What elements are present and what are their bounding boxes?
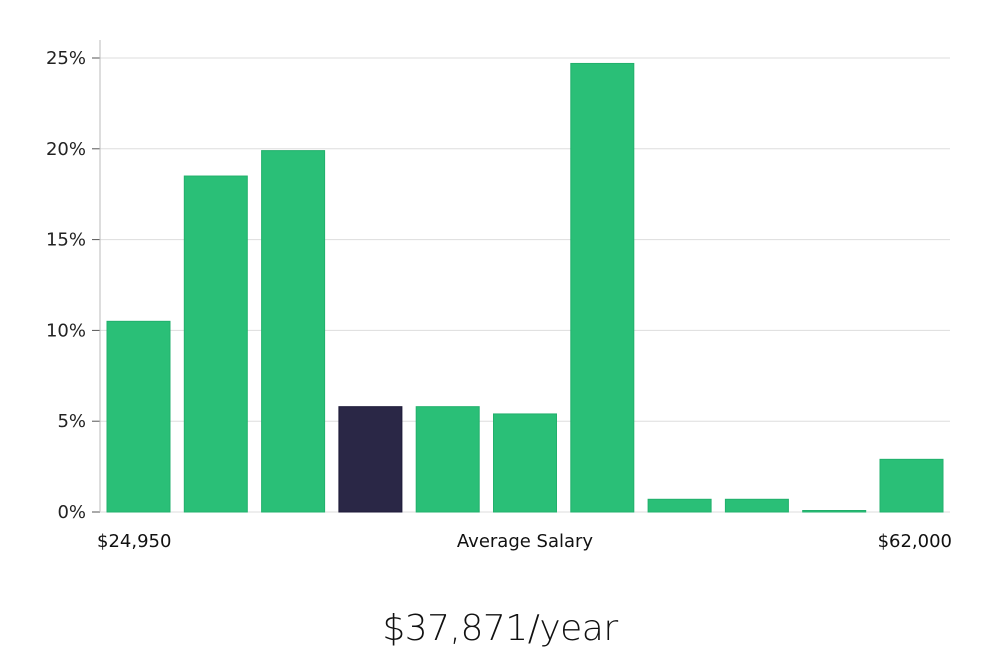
average-salary-summary: $37,871/year	[382, 608, 618, 649]
bars	[106, 62, 944, 513]
y-axis-ticks: 0% 5% 10% 15% 20% 25%	[46, 48, 100, 523]
bar	[493, 413, 557, 513]
x-center-label: Average Salary	[457, 531, 594, 552]
y-tick-label: 10%	[46, 320, 86, 341]
bar-highlighted	[338, 406, 403, 513]
bar	[724, 498, 789, 513]
bar	[879, 458, 944, 513]
salary-histogram: 0%5%10%15%20%25% $24,950 Average Salary …	[46, 40, 952, 552]
bar	[106, 320, 171, 513]
y-tick-label: 0%	[57, 502, 86, 523]
bar	[647, 498, 712, 513]
bar	[261, 150, 326, 513]
y-tick-label: 25%	[46, 48, 86, 69]
y-tick-label: 15%	[46, 230, 86, 251]
x-max-label: $62,000	[878, 531, 952, 552]
bar	[415, 406, 480, 513]
bar	[802, 510, 867, 513]
bar	[570, 62, 635, 513]
y-tick-label: 5%	[57, 411, 86, 432]
bar	[183, 175, 248, 513]
x-min-label: $24,950	[97, 531, 171, 552]
y-tick-label: 20%	[46, 139, 86, 160]
